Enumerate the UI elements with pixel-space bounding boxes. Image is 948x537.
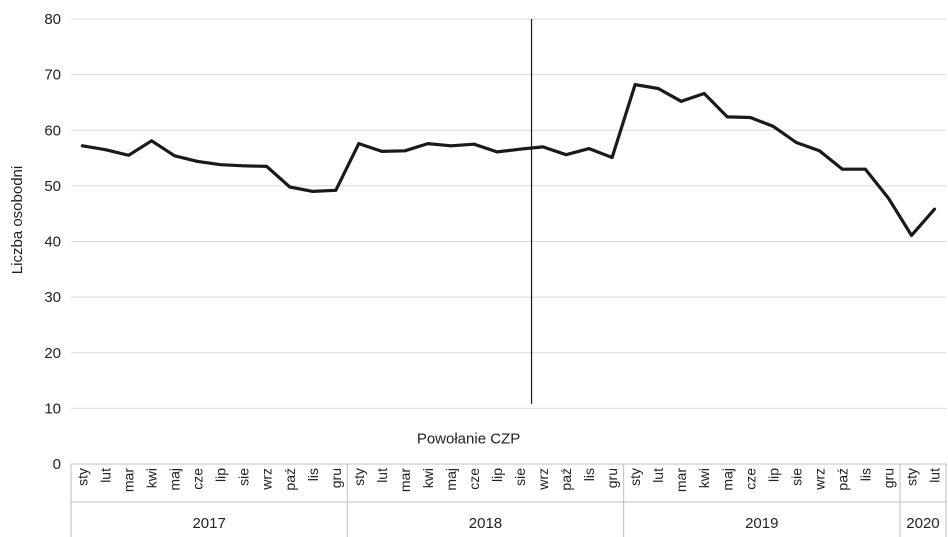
data-point bbox=[403, 149, 407, 153]
data-point bbox=[472, 142, 476, 146]
data-point bbox=[771, 124, 775, 128]
x-tick-label: wrz bbox=[259, 468, 275, 491]
gridlines bbox=[71, 18, 946, 409]
x-tick-label: paź bbox=[282, 468, 298, 491]
year-label: 2020 bbox=[906, 515, 939, 532]
x-tick-label: lip bbox=[213, 468, 229, 482]
y-tick-label: 80 bbox=[44, 11, 61, 28]
x-tick-label: lut bbox=[926, 468, 942, 483]
x-tick-label: kwi bbox=[696, 468, 712, 488]
data-point bbox=[81, 144, 84, 148]
x-tick-label: wrz bbox=[535, 468, 551, 491]
data-point bbox=[173, 154, 177, 158]
x-tick-label: lip bbox=[489, 468, 505, 482]
data-point bbox=[748, 116, 752, 119]
x-tick-label: mar bbox=[673, 468, 689, 492]
x-tick-label: paź bbox=[558, 468, 574, 491]
data-point bbox=[380, 149, 384, 153]
data-point bbox=[495, 150, 499, 154]
data-point bbox=[127, 153, 130, 157]
y-axis-title: Liczba osobodni bbox=[9, 166, 26, 274]
x-tick-label: maj bbox=[719, 468, 735, 491]
annotation: Powołanie CZP bbox=[417, 19, 533, 447]
y-tick-label: 50 bbox=[44, 178, 61, 195]
data-point bbox=[564, 153, 568, 157]
x-tick-label: sty bbox=[627, 468, 643, 486]
series-line bbox=[80, 82, 937, 237]
y-tick-label: 10 bbox=[44, 400, 61, 417]
y-tick-label: 30 bbox=[44, 289, 61, 306]
x-tick-label: lis bbox=[857, 468, 873, 481]
x-tick-label: lut bbox=[98, 468, 114, 483]
x-tick-label: lip bbox=[765, 468, 781, 482]
x-tick-label: cze bbox=[466, 468, 482, 490]
series-layer bbox=[80, 82, 937, 237]
data-point bbox=[933, 207, 936, 211]
data-point bbox=[887, 196, 890, 200]
year-label: 2017 bbox=[192, 515, 225, 532]
data-point bbox=[288, 185, 292, 189]
data-point bbox=[265, 165, 269, 168]
data-point bbox=[633, 83, 637, 87]
y-tick-labels: 0 10 20 30 40 50 60 70 80 bbox=[44, 11, 61, 473]
x-axis: sty lut mar kwi maj cze lip sie wrz paź lis gru sty l… bbox=[70, 463, 947, 537]
data-point bbox=[910, 233, 913, 237]
year-label: 2018 bbox=[469, 515, 502, 532]
x-tick-label: kwi bbox=[144, 468, 160, 488]
data-point bbox=[357, 142, 361, 146]
x-tick-label: sie bbox=[236, 468, 252, 486]
y-tick-label: 60 bbox=[44, 122, 61, 139]
x-tick-label: lut bbox=[374, 468, 390, 483]
x-tick-label: paź bbox=[834, 468, 850, 491]
data-point bbox=[840, 167, 844, 171]
x-tick-label: maj bbox=[167, 468, 183, 491]
x-tick-label: mar bbox=[121, 468, 137, 492]
data-point bbox=[426, 142, 430, 146]
data-point bbox=[794, 141, 798, 144]
data-point bbox=[864, 167, 867, 171]
y-tick-label: 20 bbox=[44, 345, 61, 362]
data-point bbox=[702, 92, 706, 95]
x-tick-label: sty bbox=[903, 468, 919, 486]
x-tick-label: gru bbox=[604, 468, 620, 488]
x-tick-label: lis bbox=[305, 468, 321, 481]
x-tick-label: cze bbox=[190, 468, 206, 490]
data-point bbox=[219, 163, 223, 167]
x-tick-label: sie bbox=[788, 468, 804, 486]
data-point bbox=[817, 149, 821, 153]
data-point bbox=[541, 145, 545, 149]
data-point bbox=[656, 87, 660, 90]
annotation-label: Powołanie CZP bbox=[417, 430, 520, 447]
x-tick-label: maj bbox=[443, 468, 459, 491]
x-tick-label: sie bbox=[512, 468, 528, 486]
data-point bbox=[518, 147, 522, 151]
data-point bbox=[679, 99, 683, 103]
data-point bbox=[334, 188, 338, 192]
x-tick-label: lis bbox=[581, 468, 597, 481]
x-tick-label: cze bbox=[742, 468, 758, 490]
data-point bbox=[311, 190, 315, 193]
y-tick-label: 40 bbox=[44, 234, 61, 251]
data-point bbox=[196, 160, 200, 163]
data-point bbox=[449, 144, 453, 148]
data-point bbox=[725, 115, 729, 119]
data-point bbox=[150, 139, 153, 143]
y-tick-label: 70 bbox=[44, 67, 61, 84]
data-point bbox=[587, 147, 591, 151]
x-tick-label: mar bbox=[397, 468, 413, 492]
x-tick-label: kwi bbox=[420, 468, 436, 488]
x-tick-label: sty bbox=[75, 468, 91, 486]
y-tick-label: 0 bbox=[53, 456, 61, 473]
data-point bbox=[610, 156, 614, 159]
x-tick-label: lut bbox=[650, 468, 666, 483]
data-point bbox=[104, 148, 107, 152]
x-tick-label: gru bbox=[880, 468, 896, 488]
year-label: 2019 bbox=[745, 515, 778, 532]
x-tick-label: sty bbox=[351, 468, 367, 486]
data-point bbox=[242, 164, 246, 168]
x-tick-label: wrz bbox=[811, 468, 827, 491]
x-tick-label: gru bbox=[328, 468, 344, 488]
